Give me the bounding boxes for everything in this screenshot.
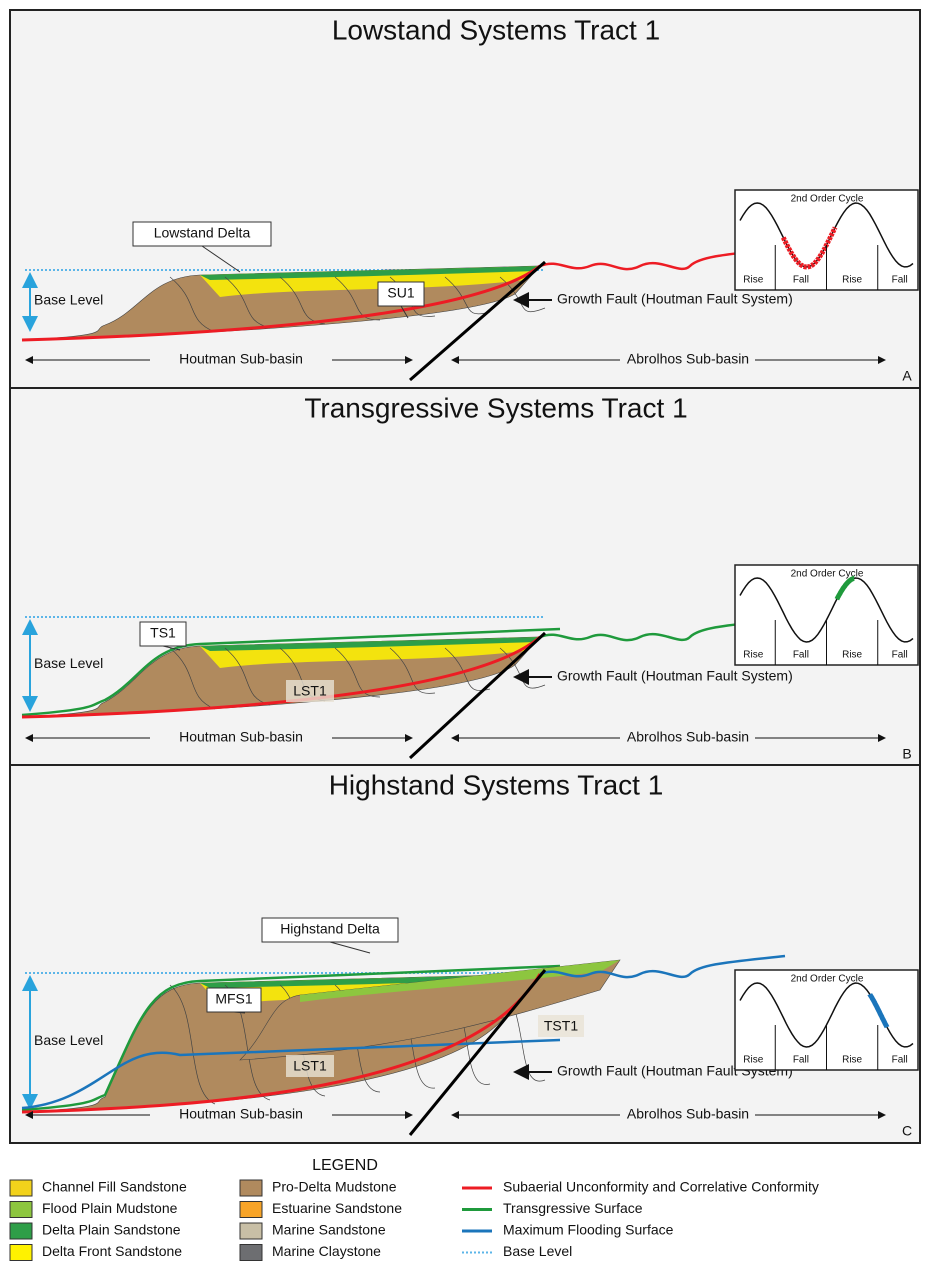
- phase-label: Fall: [793, 275, 809, 286]
- phase-label: Fall: [793, 1055, 809, 1066]
- callout-label: LST1: [293, 1058, 327, 1074]
- callout-label: SU1: [387, 285, 414, 301]
- panel-title: Highstand Systems Tract 1: [329, 769, 664, 800]
- right-basin-label: Abrolhos Sub-basin: [627, 351, 749, 367]
- inset-title: 2nd Order Cycle: [791, 974, 864, 985]
- panel-letter: A: [902, 368, 912, 384]
- phase-label: Rise: [842, 275, 862, 286]
- legend-title: LEGEND: [312, 1157, 378, 1174]
- base-level-label: Base Level: [34, 292, 103, 308]
- phase-label: Rise: [743, 650, 763, 661]
- legend-label: Maximum Flooding Surface: [503, 1222, 674, 1238]
- right-basin-label: Abrolhos Sub-basin: [627, 1106, 749, 1122]
- left-basin-label: Houtman Sub-basin: [179, 351, 303, 367]
- legend-swatch: [10, 1202, 32, 1218]
- legend-label: Delta Plain Sandstone: [42, 1222, 181, 1238]
- legend-label: Base Level: [503, 1243, 572, 1259]
- panel: Lowstand Systems Tract 1 A Base Level Growt…: [10, 10, 920, 388]
- phase-label: Fall: [892, 650, 908, 661]
- legend-label: Pro-Delta Mudstone: [272, 1179, 397, 1195]
- legend-label: Marine Claystone: [272, 1243, 381, 1259]
- callout-label: TST1: [544, 1018, 578, 1034]
- phase-label: Rise: [743, 1055, 763, 1066]
- legend-swatch: [10, 1223, 32, 1239]
- legend-label: Delta Front Sandstone: [42, 1243, 182, 1259]
- legend-swatch: [240, 1223, 262, 1239]
- base-level-label: Base Level: [34, 1032, 103, 1048]
- legend-label: Estuarine Sandstone: [272, 1200, 402, 1216]
- legend-label: Flood Plain Mudstone: [42, 1200, 178, 1216]
- fault-label: Growth Fault (Houtman Fault System): [557, 291, 793, 307]
- legend-swatch: [240, 1180, 262, 1196]
- callout-label: TS1: [150, 625, 176, 641]
- legend-label: Transgressive Surface: [503, 1200, 643, 1216]
- phase-label: Fall: [793, 650, 809, 661]
- right-basin-label: Abrolhos Sub-basin: [627, 729, 749, 745]
- legend-label: Marine Sandstone: [272, 1222, 386, 1238]
- callout-label: MFS1: [215, 991, 253, 1007]
- callout-label: Lowstand Delta: [154, 225, 251, 241]
- panel-letter: B: [902, 746, 911, 762]
- callout-label: LST1: [293, 683, 327, 699]
- figure: NW SE Lowstand Systems Tract 1ABase Leve…: [0, 0, 931, 1280]
- legend-label: Channel Fill Sandstone: [42, 1179, 187, 1195]
- panel: Transgressive Systems Tract 1 B Base Level…: [10, 388, 920, 766]
- phase-label: Rise: [743, 275, 763, 286]
- base-level-label: Base Level: [34, 655, 103, 671]
- callout-label: Highstand Delta: [280, 921, 380, 937]
- legend-swatch: [240, 1202, 262, 1218]
- left-basin-label: Houtman Sub-basin: [179, 729, 303, 745]
- legend-label: Subaerial Unconformity and Correlative C…: [503, 1179, 819, 1195]
- phase-label: Fall: [892, 1055, 908, 1066]
- panel-title: Lowstand Systems Tract 1: [332, 14, 660, 45]
- inset-title: 2nd Order Cycle: [791, 194, 864, 205]
- panel-title: Transgressive Systems Tract 1: [304, 392, 687, 423]
- legend-swatch: [10, 1180, 32, 1196]
- phase-label: Rise: [842, 650, 862, 661]
- phase-label: Fall: [892, 275, 908, 286]
- phase-label: Rise: [842, 1055, 862, 1066]
- fault-label: Growth Fault (Houtman Fault System): [557, 668, 793, 684]
- legend-swatch: [240, 1245, 262, 1261]
- legend-swatch: [10, 1245, 32, 1261]
- panel-letter: C: [902, 1123, 912, 1139]
- left-basin-label: Houtman Sub-basin: [179, 1106, 303, 1122]
